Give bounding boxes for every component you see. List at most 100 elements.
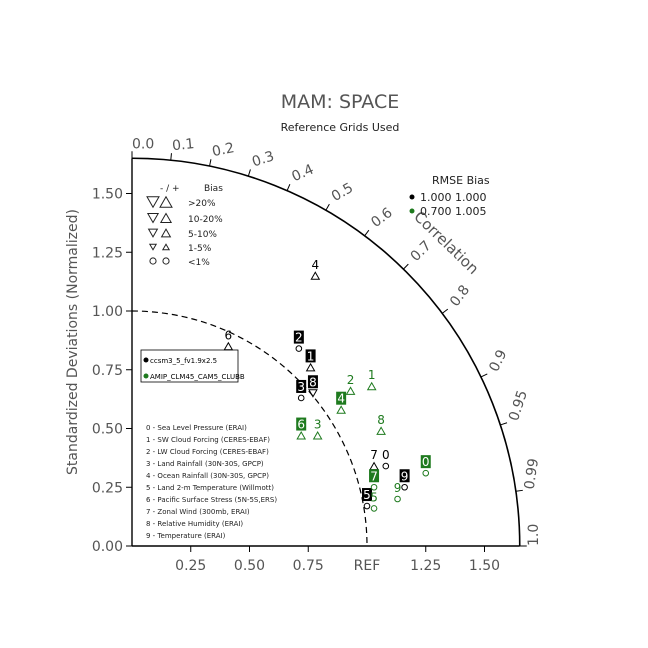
bias-legend-minus-symbol: [146, 196, 160, 209]
variable-legend-item-3: 3 - Land Rainfall (30N-30S, GPCP): [146, 460, 264, 468]
data-label-s1-1: 1: [368, 368, 376, 382]
data-label-box-s0-9: [399, 469, 410, 483]
data-label-box-s1-7: [369, 469, 380, 483]
bias-legend-plus-symbol: [162, 257, 170, 265]
corr-tick: [480, 373, 488, 378]
bias-legend-label-0: >20%: [188, 199, 216, 209]
data-label-s0-8: 8: [309, 375, 317, 389]
data-label-s0-4: 4: [311, 258, 319, 272]
corr-tick-label: 1.0: [526, 524, 542, 546]
bias-legend-plus-symbol: [160, 228, 172, 238]
chart-title: MAM: SPACE: [281, 91, 399, 113]
variable-legend-item-8: 8 - Relative Humidity (ERAI): [146, 520, 243, 528]
bias-legend-plus-symbol: [161, 243, 171, 251]
outer-arc: [131, 157, 521, 547]
variable-legend-item-7: 7 - Zonal Wind (300mb, ERAI): [146, 508, 250, 516]
rmse-bias-row-0: 1.000 1.000: [420, 191, 486, 204]
variable-legend-item-9: 9 - Temperature (ERAI): [146, 532, 226, 540]
corr-tick: [209, 159, 212, 167]
bias-legend-minus-symbol: [148, 243, 158, 251]
data-point-s0-8: [308, 389, 318, 398]
x-tick-label: 0.75: [293, 558, 324, 574]
data-point-s1-8: [376, 426, 386, 435]
bias-legend-label-2: 5-10%: [188, 230, 217, 240]
data-point-s1-2: [345, 386, 356, 395]
data-label-s0-1: 1: [307, 349, 315, 363]
y-tick-label: 0.00: [92, 539, 123, 555]
variable-legend-item-2: 2 - LW Cloud Forcing (CERES-EBAF): [146, 448, 269, 456]
y-tick-label: 0.75: [92, 363, 123, 379]
data-label-s1-8: 8: [377, 413, 385, 427]
data-label-s0-7: 7: [370, 448, 378, 462]
corr-tick: [515, 489, 523, 492]
corr-tick: [286, 184, 291, 191]
bias-legend-header: Bias: [204, 184, 223, 194]
bias-legend-minus-symbol: [149, 257, 157, 265]
case-legend-label-0: ccsm3_5_fv1.9x2.5: [150, 357, 217, 365]
data-point-s0-1: [305, 362, 316, 372]
data-label-s1-2: 2: [347, 373, 355, 387]
data-label-box-s1-4: [336, 391, 347, 405]
data-label-s0-6: 6: [225, 328, 233, 342]
variable-legend: 0 - Sea Level Pressure (ERAI) 1 - SW Clo…: [146, 424, 277, 540]
data-point-s0-0: [382, 462, 390, 470]
data-label-box-s1-0: [420, 455, 431, 469]
corr-tick: [500, 422, 508, 426]
rmse-bias-header: RMSE Bias: [432, 174, 490, 187]
bias-legend-label-3: 1-5%: [188, 244, 212, 254]
y-tick-label: 1.25: [92, 245, 123, 261]
data-point-s1-0: [422, 469, 430, 477]
data-label-s0-9: 9: [401, 469, 409, 483]
data-point-s1-6: [296, 431, 307, 440]
corr-tick: [403, 263, 409, 270]
data-point-s1-4: [336, 405, 347, 414]
corr-tick: [325, 203, 330, 211]
data-point-s0-3: [297, 394, 305, 402]
case-legend-marker-1: [143, 373, 149, 379]
chart-subtitle: Reference Grids Used: [281, 121, 400, 134]
data-point-s1-7: [370, 483, 378, 491]
data-label-box-s0-5: [362, 488, 372, 502]
bias-legend-label-1: 10-20%: [188, 215, 223, 225]
case-legend: ccsm3_5_fv1.9x2.5 AMIP_CLM45_CAM5_CLUBB: [140, 349, 245, 383]
data-label-box-s0-3: [296, 379, 307, 393]
diagram-frame: [131, 157, 521, 547]
variable-legend-item-4: 4 - Ocean Rainfall (30N-30S, GPCP): [146, 472, 269, 480]
data-point-s1-1: [366, 381, 377, 391]
data-label-s1-0: 0: [422, 455, 430, 469]
corr-tick-label: 0.2: [211, 140, 236, 160]
x-tick-label: 1.25: [410, 558, 441, 574]
bias-legend: - / + Bias >20% 10-20% 5-10% 1-5% <1%: [146, 184, 223, 268]
data-label-s1-7: 7: [370, 469, 378, 483]
variable-legend-item-6: 6 - Pacific Surface Stress (5N-5S,ERS): [146, 496, 277, 504]
bias-legend-minus-symbol: [147, 228, 159, 238]
corr-tick: [170, 153, 172, 161]
data-point-s1-9: [394, 495, 401, 503]
data-label-s1-4: 4: [337, 392, 345, 406]
data-point-s1-3: [312, 431, 323, 440]
bias-legend-label-4: <1%: [188, 258, 210, 268]
reference-arc: [131, 310, 368, 547]
corr-tick-label: 0.3: [250, 148, 276, 170]
y-tick-label: 1.50: [92, 187, 123, 203]
data-label-box-s0-2: [293, 330, 304, 344]
y-axis-label: Standardized Deviations (Normalized): [65, 209, 81, 475]
variable-legend-item-0: 0 - Sea Level Pressure (ERAI): [146, 424, 247, 432]
case-legend-marker-0: [143, 357, 149, 363]
data-label-s1-3: 3: [314, 418, 322, 432]
data-point-s0-9: [401, 483, 408, 491]
data-label-s1-6: 6: [297, 418, 305, 432]
corr-tick: [364, 229, 370, 237]
bias-legend-sign: - / +: [160, 184, 180, 194]
corr-tick-label: 0.0: [132, 136, 154, 152]
data-label-s1-5: 5: [370, 490, 378, 504]
y-tick-label: 1.00: [92, 304, 123, 320]
case-legend-box: [140, 349, 239, 383]
rmse-bias-row-1: 0.700 1.005: [420, 205, 486, 218]
rmse-bias-marker-1: [409, 208, 415, 214]
x-tick-label: 0.25: [175, 558, 206, 574]
variable-legend-item-1: 1 - SW Cloud Forcing (CERES-EBAF): [146, 436, 270, 444]
bias-legend-plus-symbol: [159, 212, 173, 224]
